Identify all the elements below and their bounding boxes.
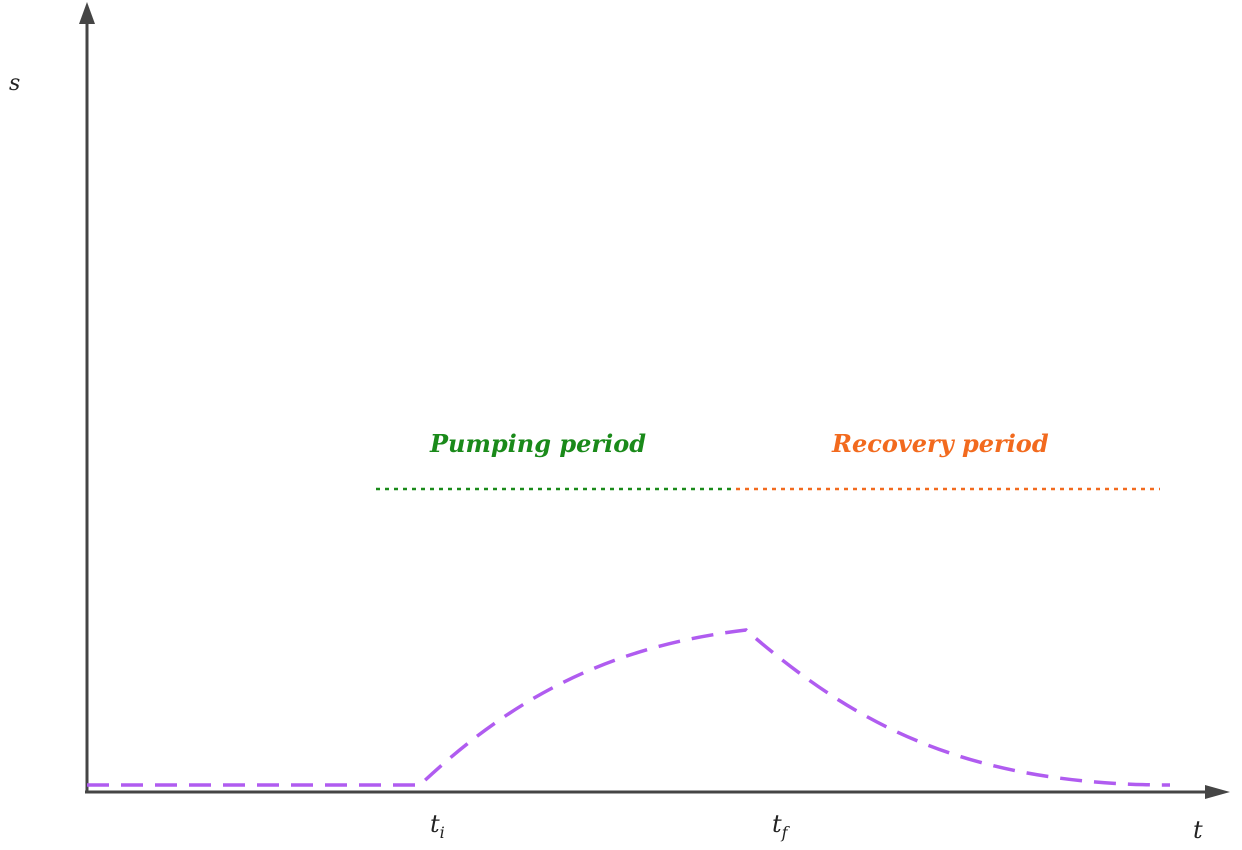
y-axis-arrow-icon (79, 2, 95, 24)
recovery-period-label: Recovery period (831, 429, 1049, 458)
tick-label-t-i: ti (430, 810, 445, 842)
drawdown-curve (87, 628, 1171, 787)
tick-t-f-base: t (772, 810, 782, 838)
tick-t-f-subscript: f (781, 823, 791, 842)
pumping-period-label: Pumping period (429, 429, 646, 458)
x-axis-arrow-icon (1205, 785, 1230, 799)
tick-label-t-f: tf (772, 810, 791, 842)
y-axis-label: s (9, 71, 20, 96)
tick-t-i-subscript: i (440, 823, 445, 842)
x-axis-label: t (1193, 816, 1203, 844)
tick-t-i-base: t (430, 810, 440, 838)
